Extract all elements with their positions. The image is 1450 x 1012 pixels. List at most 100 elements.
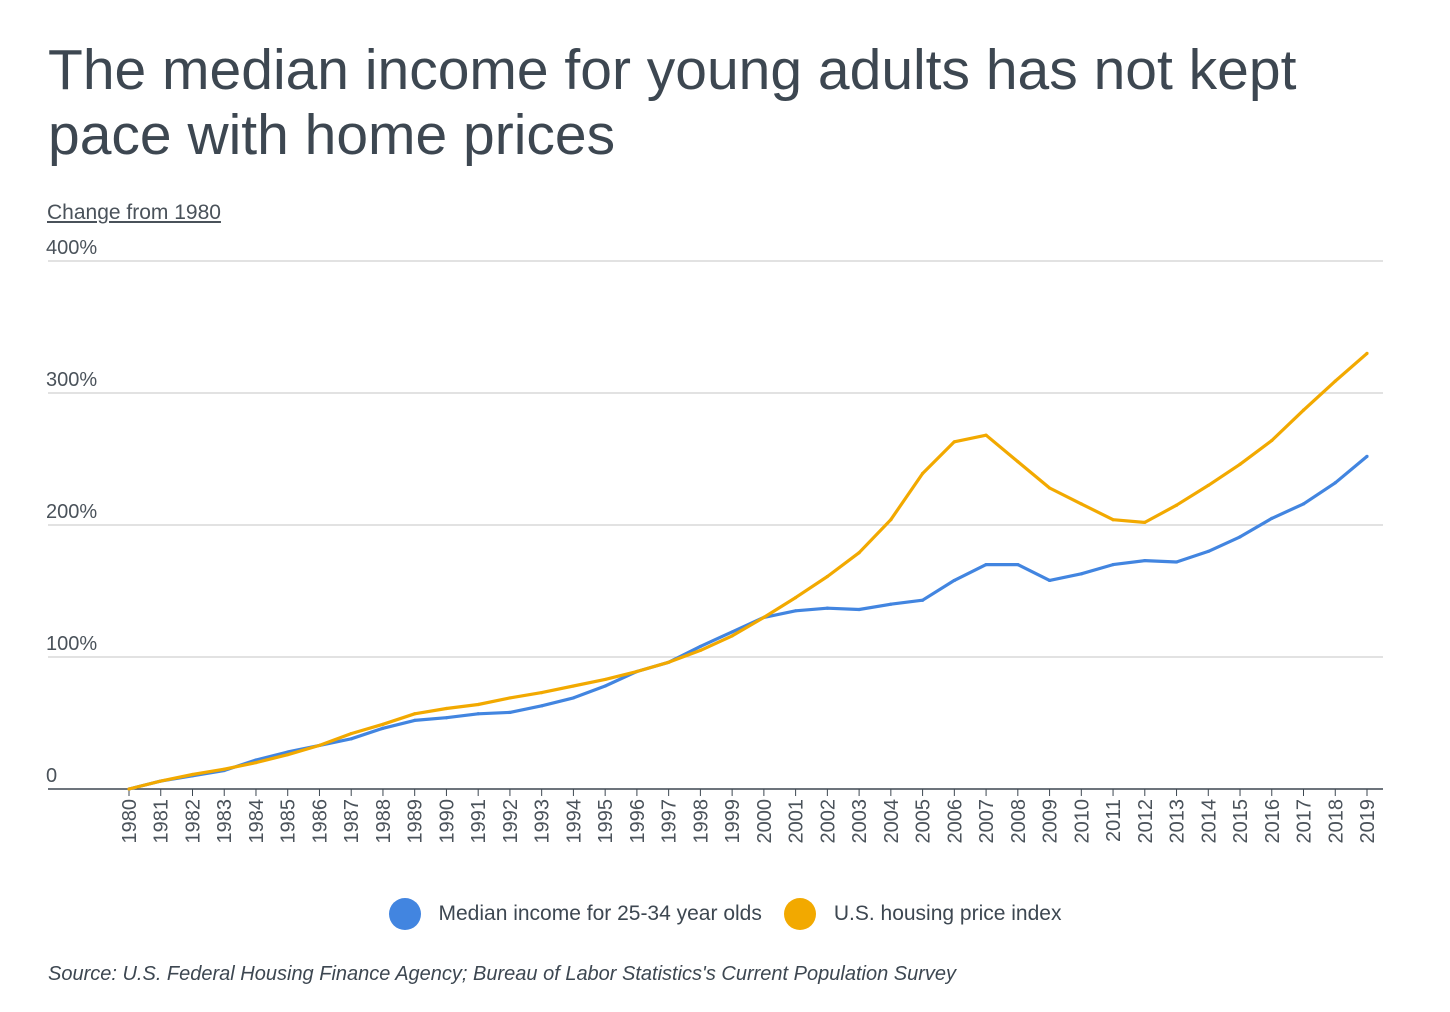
data-point [1079, 572, 1083, 576]
x-tick-label: 2010 [1071, 799, 1093, 844]
data-point [286, 753, 290, 757]
y-tick-label: 100% [46, 633, 97, 655]
data-point [1270, 438, 1274, 443]
x-tick-label: 1992 [500, 799, 522, 844]
data-point [159, 779, 163, 783]
y-tick-label: 300% [46, 369, 97, 391]
x-tick-label: 1996 [627, 799, 649, 844]
x-tick-label: 1994 [563, 799, 585, 844]
data-point [920, 471, 925, 476]
x-tick-label: 2004 [881, 799, 903, 844]
x-tick-label: 1986 [309, 799, 331, 844]
data-point [1016, 460, 1020, 464]
data-point [190, 772, 195, 777]
x-tick-label: 1985 [278, 799, 300, 844]
data-point [540, 704, 544, 708]
legend-label-income: Median income for 25-34 year olds [438, 902, 762, 925]
x-tick-label: 2013 [1167, 799, 1189, 844]
data-point [381, 726, 385, 730]
y-axis-label: Change from 1980 [47, 201, 221, 224]
data-point [794, 609, 798, 613]
data-point [127, 787, 131, 791]
data-point [1143, 559, 1147, 563]
data-point [1016, 563, 1020, 567]
data-point [730, 634, 734, 638]
data-point [317, 743, 322, 748]
data-point [508, 696, 512, 700]
data-point [762, 615, 766, 620]
data-point [254, 761, 258, 765]
x-tick-label: 1990 [436, 799, 458, 844]
data-point [825, 574, 829, 579]
y-tick-label: 0 [46, 765, 57, 787]
x-tick-label: 1999 [722, 799, 744, 844]
x-tick-label: 2015 [1230, 799, 1252, 844]
data-point [794, 596, 798, 600]
data-point [1111, 563, 1115, 567]
data-point [952, 440, 956, 444]
data-point [222, 767, 226, 771]
series-line-housing [128, 352, 1369, 791]
data-point [1206, 549, 1210, 554]
x-tick-label: 2001 [786, 799, 808, 844]
legend-swatch-income [388, 898, 421, 930]
x-tick-label: 2009 [1040, 799, 1062, 844]
data-point [1365, 454, 1369, 458]
data-point [667, 660, 671, 664]
x-tick-label: 2011 [1103, 799, 1125, 842]
data-point [1301, 502, 1306, 506]
data-point [857, 607, 861, 612]
x-tick-label: 1981 [151, 799, 173, 844]
x-tick-label: 2007 [976, 799, 998, 844]
data-point [540, 691, 544, 695]
x-tick-label: 2017 [1294, 799, 1316, 844]
x-tick-label: 2016 [1262, 799, 1284, 844]
x-tick-label: 2014 [1198, 799, 1220, 844]
data-point [349, 731, 353, 736]
data-point [889, 602, 893, 606]
series-line-income [128, 455, 1369, 791]
data-point [603, 677, 607, 682]
x-tick-label: 1983 [214, 799, 236, 844]
x-tick-label: 1991 [468, 799, 490, 844]
x-tick-label: 1989 [405, 799, 427, 844]
data-point [1206, 483, 1210, 487]
data-point [1333, 481, 1337, 485]
x-tick-label: 1997 [659, 799, 681, 844]
data-point [381, 722, 385, 726]
data-point [349, 737, 353, 741]
x-tick-label: 1980 [119, 799, 141, 844]
x-tick-label: 2003 [849, 799, 871, 844]
legend-item-housing[interactable]: U.S. housing price index [783, 898, 1062, 930]
x-tick-label: 2008 [1008, 799, 1030, 844]
data-point [571, 684, 576, 688]
legend-label-housing: U.S. housing price index [833, 902, 1062, 925]
x-tick-label: 2019 [1357, 799, 1379, 844]
data-point [1301, 408, 1306, 412]
data-point [1174, 560, 1179, 564]
x-tick-label: 2002 [817, 799, 839, 844]
data-point [413, 712, 417, 716]
x-tick-label: 1982 [182, 799, 204, 844]
data-point [984, 563, 988, 567]
data-point [603, 684, 607, 688]
chart-title: The median income for young adults has n… [48, 38, 1297, 167]
data-point [1270, 516, 1274, 521]
x-tick-label: 2006 [944, 799, 966, 844]
data-point [571, 696, 576, 700]
x-tick-label: 1987 [341, 799, 363, 844]
legend-item-income[interactable]: Median income for 25-34 year olds [388, 898, 762, 930]
data-point [1365, 351, 1369, 355]
data-point [952, 578, 956, 583]
data-point [920, 598, 925, 602]
data-point [1143, 520, 1147, 524]
x-tick-label: 1984 [246, 799, 268, 844]
data-point [444, 716, 449, 720]
data-point [476, 702, 480, 707]
data-point [1047, 486, 1052, 490]
data-point [1047, 578, 1052, 583]
data-point [984, 433, 988, 437]
legend: Median income for 25-34 year olds U.S. h… [0, 898, 1450, 930]
data-point [857, 551, 861, 555]
